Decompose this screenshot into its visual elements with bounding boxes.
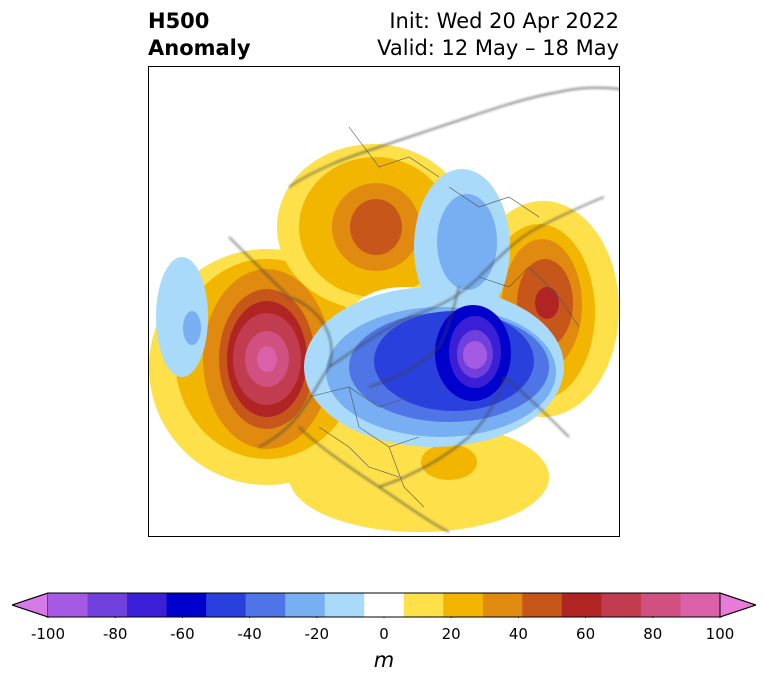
colorbar-tick-label: 80 — [643, 625, 663, 643]
colorbar-tick-label: 0 — [379, 625, 389, 643]
trough-arctic — [414, 169, 510, 325]
colorbar-bin — [522, 593, 563, 617]
colorbar-tick-label: -60 — [170, 625, 195, 643]
colorbar-tick-label: 20 — [441, 625, 461, 643]
colorbar-bin — [601, 593, 642, 617]
colorbar-tick-label: 40 — [508, 625, 528, 643]
colorbar-bin — [482, 593, 523, 617]
title-line-1: H500 — [148, 9, 210, 33]
colorbar-tick-label: -80 — [102, 625, 128, 643]
colorbar-unit: m — [373, 648, 395, 672]
colorbar-bin — [127, 593, 168, 617]
colorbar-bin — [245, 593, 286, 617]
colorbar-tick-label: 60 — [576, 625, 596, 643]
colorbar-extend-high — [719, 592, 756, 618]
anomaly-map — [149, 87, 619, 533]
date-info: Init: Wed 20 Apr 2022 Valid: 12 May – 18… — [377, 8, 619, 62]
colorbar-bin — [680, 593, 721, 617]
colorbar-bin — [324, 593, 365, 617]
init-date: Init: Wed 20 Apr 2022 — [389, 9, 619, 33]
colorbar-extend-low — [12, 592, 49, 618]
colorbar-bin — [206, 593, 247, 617]
valid-dates: Valid: 12 May – 18 May — [377, 36, 619, 60]
colorbar — [12, 592, 756, 618]
colorbar-bin — [640, 593, 681, 617]
colorbar-bin — [87, 593, 128, 617]
colorbar-bin — [364, 593, 405, 617]
colorbar-tick-label: -40 — [237, 625, 262, 643]
colorbar-bin — [561, 593, 602, 617]
colorbar-bin — [443, 593, 484, 617]
ridge-eastern-us — [289, 422, 549, 532]
map-panel — [148, 66, 620, 537]
coastlines — [228, 87, 619, 533]
colorbar-tick-label: -20 — [304, 625, 330, 643]
colorbar-tick-label: 100 — [705, 625, 735, 643]
trough-greenland-canada — [304, 287, 564, 447]
colorbar-bin — [48, 593, 89, 617]
colorbar-tick-label: -100 — [30, 625, 66, 643]
colorbar-bin — [285, 593, 326, 617]
ridge-ne-pacific — [149, 249, 385, 485]
title-line-2: Anomaly — [148, 36, 251, 60]
map-title: H500 Anomaly — [148, 8, 251, 62]
political-borders — [308, 126, 580, 508]
trough-north-pacific — [156, 257, 208, 377]
colorbar-bin — [166, 593, 207, 617]
colorbar-bin — [403, 593, 444, 617]
